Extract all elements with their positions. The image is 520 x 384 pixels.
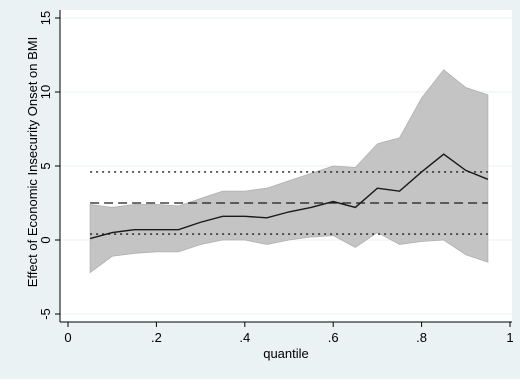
x-tick-label: 0 [64,330,71,345]
x-tick-label: 1 [506,330,513,345]
confidence-band [89,69,489,274]
y-tick-label: 0 [38,236,53,243]
y-tick-label: 5 [38,162,53,169]
confidence-band-layer [89,69,489,274]
x-tick-label: .4 [239,330,250,345]
quantile-estimate-line [89,153,489,240]
y-tick-label: 10 [38,85,53,99]
y-axis-label: Effect of Economic Insecurity Onset on B… [25,37,40,287]
y-tick-label: 15 [38,11,53,25]
series-layer [89,153,489,240]
y-axis: -5 0 5 10 15 [38,10,61,322]
x-tick-label: .2 [151,330,162,345]
y-tick-label: -5 [38,308,53,320]
x-tick-label: .8 [416,330,427,345]
x-axis-label: quantile [263,346,309,361]
x-tick-label: .6 [328,330,339,345]
x-axis: 0 .2 .4 .6 .8 1 [60,321,514,345]
